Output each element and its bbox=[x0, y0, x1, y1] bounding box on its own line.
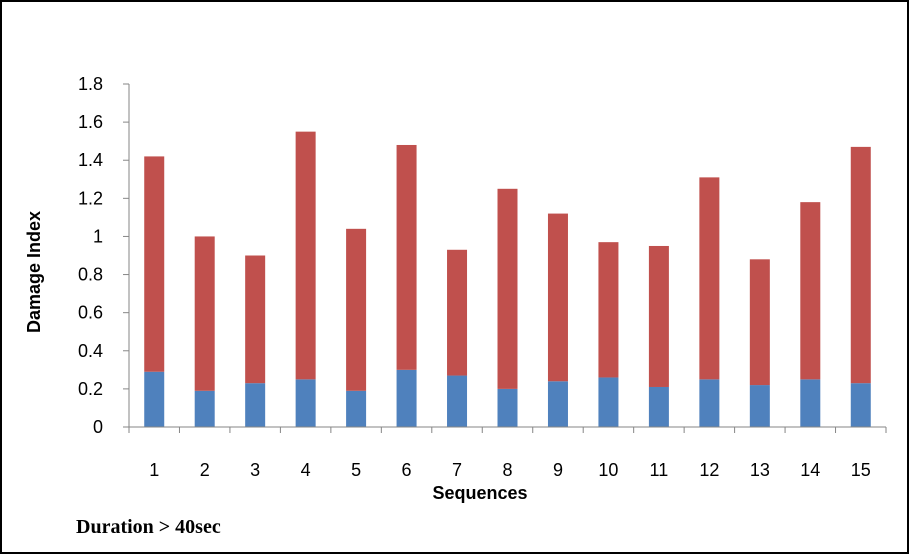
bar-segment bbox=[749, 259, 770, 386]
y-tick-label: 0.4 bbox=[78, 341, 103, 361]
bar-segment bbox=[346, 228, 367, 391]
bar-segment bbox=[497, 388, 518, 427]
y-tick-label: 0.2 bbox=[78, 379, 103, 399]
bar-segment bbox=[850, 383, 871, 427]
x-tick-label: 7 bbox=[452, 460, 462, 480]
y-axis-ticks: 0 0.2 0.4 0.6 0.8 1 1.2 1.4 1.6 1.8 bbox=[78, 74, 129, 437]
bar-segment bbox=[699, 379, 720, 427]
bar-segment bbox=[800, 379, 821, 427]
bar-segment bbox=[396, 144, 417, 370]
x-tick-label: 9 bbox=[553, 460, 563, 480]
axes bbox=[128, 84, 886, 428]
bar-segment bbox=[547, 381, 568, 427]
x-tick-label: 15 bbox=[851, 460, 871, 480]
bar-segment bbox=[648, 386, 669, 427]
x-tick-label: 2 bbox=[200, 460, 210, 480]
bar-segment bbox=[396, 369, 417, 427]
x-tick-label: 4 bbox=[301, 460, 311, 480]
bar-segment bbox=[194, 236, 215, 391]
y-tick-label: 1.4 bbox=[78, 150, 103, 170]
bar-segment bbox=[295, 379, 316, 427]
x-tick-label: 3 bbox=[250, 460, 260, 480]
x-tick-label: 6 bbox=[402, 460, 412, 480]
x-tick-label: 11 bbox=[650, 460, 669, 480]
bar-segment bbox=[447, 249, 468, 376]
bar-segment bbox=[346, 390, 367, 427]
bar-segment bbox=[699, 177, 720, 380]
bar-segment bbox=[598, 377, 619, 427]
bar-segment bbox=[447, 375, 468, 427]
y-tick-label: 1.2 bbox=[78, 188, 103, 208]
bar-segment bbox=[295, 131, 316, 380]
bar-segment bbox=[598, 242, 619, 378]
duration-caption: Duration > 40sec bbox=[76, 516, 221, 538]
x-tick-label: 8 bbox=[502, 460, 512, 480]
y-tick-label: 1.8 bbox=[78, 74, 103, 94]
bar-segment bbox=[144, 156, 165, 372]
y-tick-label: 0.6 bbox=[78, 303, 103, 323]
bar-segment bbox=[144, 371, 165, 427]
bar-segment bbox=[194, 390, 215, 427]
y-tick-label: 0.8 bbox=[78, 265, 103, 285]
bar-segment bbox=[245, 383, 266, 427]
x-tick-label: 10 bbox=[598, 460, 618, 480]
y-tick-label: 1.6 bbox=[78, 112, 103, 132]
bar-segment bbox=[245, 255, 266, 384]
bar-segment bbox=[497, 188, 518, 389]
y-tick-label: 0 bbox=[93, 417, 103, 437]
y-axis-label: Damage Index bbox=[24, 211, 44, 333]
bar-segment bbox=[850, 146, 871, 384]
x-tick-label: 12 bbox=[699, 460, 719, 480]
bars bbox=[144, 131, 871, 427]
bar-segment bbox=[800, 202, 821, 380]
x-axis-label: Sequences bbox=[432, 483, 527, 503]
bar-segment bbox=[547, 213, 568, 382]
x-tick-label: 14 bbox=[800, 460, 820, 480]
x-tick-label: 5 bbox=[351, 460, 361, 480]
x-tick-label: 13 bbox=[750, 460, 770, 480]
x-axis-ticks: 1 2 3 4 5 6 7 8 9 10 11 12 13 14 15 bbox=[128, 427, 887, 480]
x-tick-label: 1 bbox=[149, 460, 159, 480]
bar-segment bbox=[648, 245, 669, 387]
y-tick-label: 1 bbox=[93, 226, 103, 246]
bar-segment bbox=[749, 385, 770, 427]
